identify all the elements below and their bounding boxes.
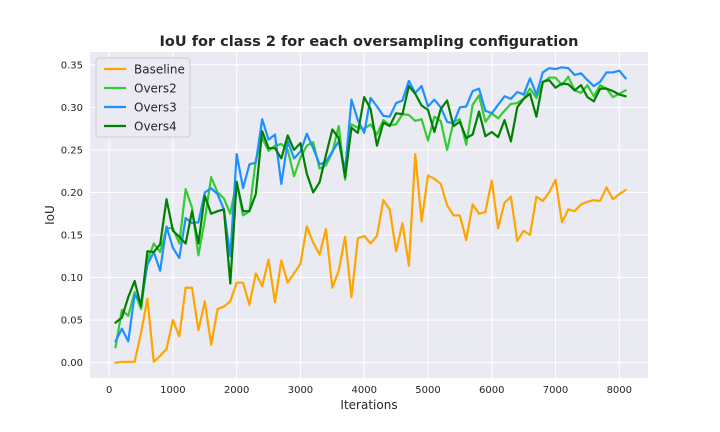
series-line-baseline [114, 153, 627, 364]
tick-labels: 0 1000 2000 3000 4000 5000 6000 7000 8000 0.00 0.0… [61, 60, 632, 396]
series-line-overs4 [114, 78, 627, 324]
legend-label: Baseline [134, 63, 185, 77]
chart-title: IoU for class 2 for each oversampling co… [160, 34, 579, 50]
y-tick-label: 0.30 [61, 103, 83, 114]
series-lines [114, 66, 627, 364]
x-tick-label: 4000 [351, 385, 376, 396]
y-tick-label: 0.05 [61, 316, 83, 327]
legend-box [95, 57, 191, 138]
x-tick-label: 8000 [607, 385, 632, 396]
y-tick-label: 0.10 [61, 273, 83, 284]
legend: Baseline Overs2 Overs3 Overs4 [95, 57, 191, 138]
legend-label: Overs3 [134, 101, 177, 115]
x-tick-label: 7000 [543, 385, 568, 396]
x-axis-label: Iterations [340, 398, 397, 412]
y-tick-label: 0.20 [61, 188, 83, 199]
x-tick-label: 5000 [415, 385, 440, 396]
x-tick-label: 1000 [160, 385, 185, 396]
y-tick-label: 0.25 [61, 145, 83, 156]
x-tick-label: 6000 [479, 385, 504, 396]
legend-label: Overs2 [134, 82, 177, 96]
x-tick-label: 0 [106, 385, 112, 396]
y-tick-label: 0.35 [61, 60, 83, 71]
y-axis-label: IoU [43, 205, 57, 225]
x-tick-label: 3000 [288, 385, 313, 396]
x-tick-label: 2000 [224, 385, 249, 396]
series-line-overs3 [114, 66, 627, 343]
y-tick-label: 0.15 [61, 231, 83, 242]
y-tick-label: 0.00 [61, 358, 83, 369]
legend-label: Overs4 [134, 120, 177, 134]
